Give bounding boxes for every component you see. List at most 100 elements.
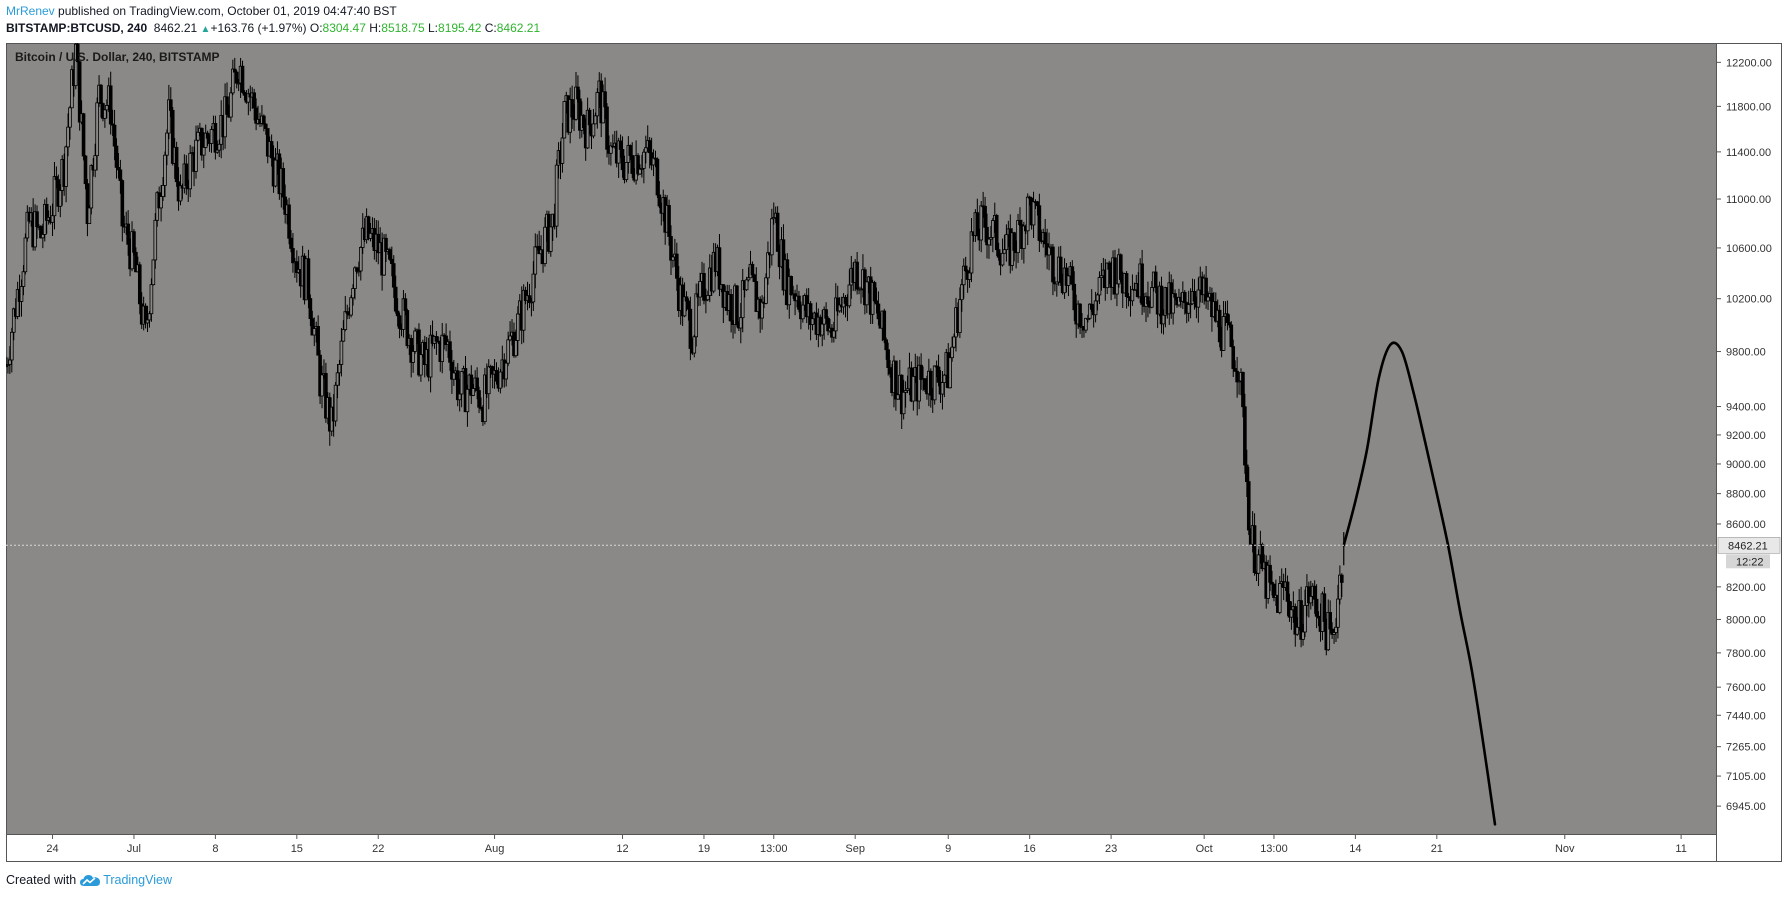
candle-body xyxy=(419,354,423,376)
candle-body xyxy=(254,107,258,124)
candle-body xyxy=(837,304,842,312)
candle-body xyxy=(1066,275,1071,286)
candle-body xyxy=(919,364,923,380)
candle-body xyxy=(10,331,14,361)
candle-body xyxy=(888,367,892,375)
candle-body xyxy=(618,140,623,150)
candle-body xyxy=(847,284,852,307)
candle-body xyxy=(1192,291,1197,302)
candle-body xyxy=(1229,324,1234,347)
candle-body xyxy=(291,248,295,264)
time-tick-label: 9 xyxy=(945,843,951,855)
candle-body xyxy=(669,236,673,261)
candle-body xyxy=(145,319,150,324)
candle-body xyxy=(1037,205,1042,241)
candle-body xyxy=(958,299,962,333)
open-label: O: xyxy=(309,21,323,35)
candle-body xyxy=(636,155,640,175)
candle-body xyxy=(411,351,415,363)
candle-body xyxy=(1113,257,1117,295)
tradingview-link[interactable]: TradingView xyxy=(103,873,172,887)
candle-body xyxy=(333,384,338,422)
candle-body xyxy=(167,99,171,134)
candle-body xyxy=(548,226,553,252)
candle-body xyxy=(702,273,706,301)
candle-body xyxy=(605,106,609,150)
candle-body xyxy=(750,263,755,276)
candle-body xyxy=(1303,604,1307,633)
price-chart[interactable]: 12200.00 11800.00 11400.00 11000.00 10600.00… xyxy=(4,30,1782,862)
candle-body xyxy=(876,303,881,320)
candle-body xyxy=(403,298,408,311)
candle-body xyxy=(287,204,291,239)
close-label: C: xyxy=(484,21,497,35)
candle-body xyxy=(593,115,598,125)
candle-body xyxy=(66,126,70,148)
author-link[interactable]: MrRenev xyxy=(6,4,55,18)
candle-body xyxy=(269,141,274,159)
price-candles xyxy=(4,30,1345,656)
candle-body xyxy=(740,280,745,319)
time-tick-label: 13:00 xyxy=(760,843,788,855)
candle-body xyxy=(578,98,582,131)
candle-body xyxy=(896,394,900,400)
candle-body xyxy=(1204,277,1208,302)
candle-body xyxy=(1000,252,1005,266)
candle-body xyxy=(989,237,993,240)
time-tick-label: 16 xyxy=(1024,843,1036,855)
candle-body xyxy=(655,158,660,196)
candle-body xyxy=(950,346,954,359)
candle-body xyxy=(706,295,710,301)
candle-body xyxy=(358,247,363,272)
candle-body xyxy=(217,143,222,151)
candle-body xyxy=(1022,225,1026,249)
candle-body xyxy=(68,107,72,128)
candle-body xyxy=(1035,201,1040,207)
candle-body xyxy=(874,300,879,305)
candle-body xyxy=(1153,271,1158,288)
candle-body xyxy=(316,326,320,356)
price-tick-label: 10200.00 xyxy=(1726,294,1772,306)
candle-body xyxy=(81,113,86,157)
time-tick-label: 19 xyxy=(698,843,710,855)
candle-body xyxy=(19,286,24,302)
candle-body xyxy=(506,339,510,364)
candle-body xyxy=(87,207,92,225)
plot-background xyxy=(6,43,1716,834)
candle-body xyxy=(882,310,887,341)
candle-body xyxy=(455,370,460,401)
candle-body xyxy=(384,237,388,252)
candle-body xyxy=(223,96,227,138)
candle-body xyxy=(1287,600,1292,618)
candle-body xyxy=(1182,291,1187,304)
candle-body xyxy=(170,109,175,164)
candle-body xyxy=(872,282,877,302)
candle-body xyxy=(1330,628,1334,635)
candle-body xyxy=(178,185,183,202)
candle-body xyxy=(118,169,123,181)
candle-body xyxy=(643,147,648,153)
candle-body xyxy=(1078,303,1082,328)
candle-body xyxy=(1087,303,1092,319)
candle-body xyxy=(905,388,910,391)
candle-body xyxy=(985,226,989,246)
candle-body xyxy=(686,300,691,310)
candle-body xyxy=(95,102,99,157)
candle-body xyxy=(1043,232,1047,245)
chart-area[interactable]: 12200.00 11800.00 11400.00 11000.00 10600.00… xyxy=(4,30,1782,862)
time-tick-label: Jul xyxy=(127,843,141,855)
candle-body xyxy=(242,91,247,96)
candle-body xyxy=(366,216,371,239)
candle-body xyxy=(273,159,278,187)
candle-body xyxy=(161,185,165,197)
candle-body xyxy=(963,265,968,272)
candle-body xyxy=(196,131,200,141)
candle-body xyxy=(234,71,239,84)
candle-body xyxy=(560,137,565,164)
candle-body xyxy=(351,288,355,299)
candle-body xyxy=(603,91,607,108)
candle-body xyxy=(89,165,94,209)
chart-border xyxy=(6,43,1782,862)
candle-body xyxy=(232,68,237,73)
candle-body xyxy=(504,362,509,380)
